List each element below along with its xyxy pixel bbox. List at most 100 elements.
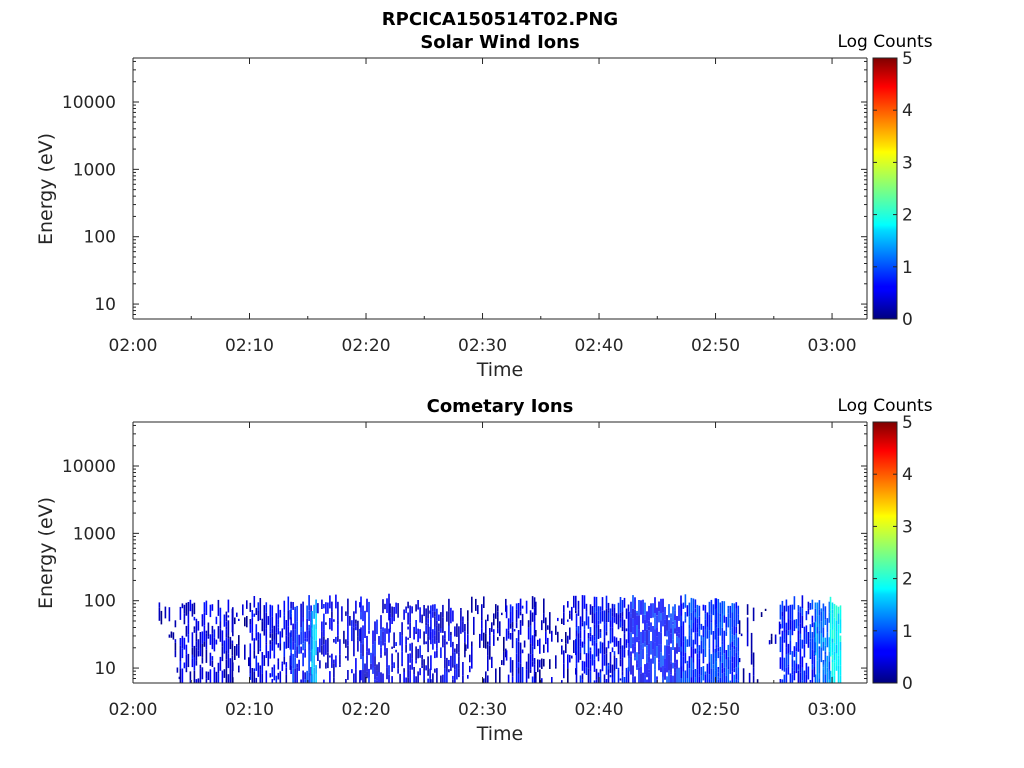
heatmap-cell <box>407 626 409 630</box>
heatmap-cell <box>814 652 817 656</box>
heatmap-cell <box>807 632 810 648</box>
heatmap-cell <box>231 655 234 660</box>
heatmap-cell <box>281 661 284 664</box>
heatmap-cell <box>519 667 522 683</box>
heatmap-cell <box>323 613 325 630</box>
heatmap-cell <box>308 650 310 661</box>
heatmap-cell <box>591 606 594 612</box>
heatmap-cell <box>636 667 638 670</box>
heatmap-cell <box>690 612 693 620</box>
heatmap-cell <box>232 621 234 631</box>
heatmap-cell <box>244 617 246 627</box>
heatmap-cell <box>310 675 312 683</box>
heatmap-cell <box>770 633 773 637</box>
heatmap-cell <box>721 601 724 614</box>
heatmap-cell <box>824 654 827 662</box>
heatmap-cell <box>311 611 313 620</box>
y-tick-label: 10 <box>94 295 116 315</box>
y-tick-label: 1000 <box>73 524 116 544</box>
heatmap-cell <box>323 636 325 645</box>
heatmap-cell <box>448 598 450 612</box>
heatmap-cell <box>642 629 644 644</box>
heatmap-cell <box>809 638 812 642</box>
heatmap-cell <box>359 628 361 642</box>
heatmap-cell <box>393 606 395 622</box>
heatmap-cell <box>187 653 190 668</box>
heatmap-cell <box>611 612 614 617</box>
heatmap-cell <box>589 659 592 672</box>
heatmap-cell <box>489 645 491 660</box>
heatmap-cell <box>575 636 578 652</box>
heatmap-cell <box>487 656 489 672</box>
heatmap-cell <box>306 638 308 642</box>
heatmap-cell <box>719 646 722 652</box>
heatmap-cell <box>448 669 450 673</box>
heatmap-cell <box>640 673 642 683</box>
heatmap-cell <box>531 596 534 610</box>
heatmap-cell <box>696 632 699 647</box>
heatmap-cell <box>405 610 407 614</box>
heatmap-cell <box>750 646 753 654</box>
heatmap-cell <box>505 648 507 652</box>
heatmap-cell <box>211 633 214 644</box>
heatmap-cell <box>814 637 817 643</box>
heatmap-cell <box>715 661 718 669</box>
heatmap-cell <box>621 600 624 612</box>
heatmap-cell <box>648 656 650 663</box>
heatmap-cell <box>644 631 646 642</box>
heatmap-cell <box>533 597 536 608</box>
heatmap-cell <box>249 643 252 650</box>
heatmap-cell <box>670 661 672 664</box>
heatmap-cell <box>627 604 630 612</box>
heatmap-cell <box>712 604 715 616</box>
heatmap-cell <box>205 633 208 637</box>
heatmap-cell <box>569 627 571 640</box>
heatmap-cell <box>372 653 374 668</box>
heatmap-cell <box>323 679 325 683</box>
heatmap-cell <box>207 636 210 639</box>
heatmap-cell <box>415 631 417 634</box>
heatmap-cell <box>366 651 368 656</box>
heatmap-cell <box>789 673 792 683</box>
heatmap-cell <box>801 667 804 681</box>
heatmap-cell <box>306 670 308 683</box>
heatmap-cell <box>714 670 717 678</box>
heatmap-cell <box>450 631 452 636</box>
heatmap-column <box>179 599 234 683</box>
heatmap-cell <box>209 604 212 618</box>
heatmap-cell <box>273 664 276 681</box>
heatmap-cell <box>193 602 196 615</box>
heatmap-cell <box>717 669 720 673</box>
heatmap-cell <box>733 649 736 657</box>
heatmap-cell <box>605 608 608 623</box>
heatmap-cell <box>646 611 648 624</box>
heatmap-cell <box>658 662 660 671</box>
heatmap-cell <box>704 613 707 620</box>
heatmap-cell <box>793 619 796 631</box>
heatmap-cell <box>391 653 393 666</box>
heatmap-cell <box>835 620 838 632</box>
heatmap-cell <box>735 626 738 634</box>
heatmap-cell <box>273 639 276 655</box>
heatmap-cell <box>660 598 662 613</box>
heatmap-cell <box>595 611 598 617</box>
heatmap-cell <box>717 613 720 628</box>
heatmap-cell <box>634 652 636 658</box>
heatmap-cell <box>826 672 829 683</box>
heatmap-cell <box>174 639 177 643</box>
heatmap-cell <box>236 612 238 617</box>
heatmap-cell <box>193 657 196 671</box>
heatmap-cell <box>386 659 388 668</box>
heatmap-cell <box>603 654 606 666</box>
heatmap-cell <box>717 647 720 652</box>
heatmap-cell <box>203 612 206 626</box>
heatmap-cell <box>313 640 315 656</box>
heatmap-cell <box>563 663 565 679</box>
heatmap-cell <box>781 630 784 644</box>
heatmap-cell <box>249 624 252 633</box>
heatmap-cell <box>595 624 598 628</box>
heatmap-cell <box>684 618 687 623</box>
heatmap-cell <box>714 609 717 620</box>
heatmap-cell <box>450 668 452 671</box>
heatmap-column <box>158 602 181 680</box>
